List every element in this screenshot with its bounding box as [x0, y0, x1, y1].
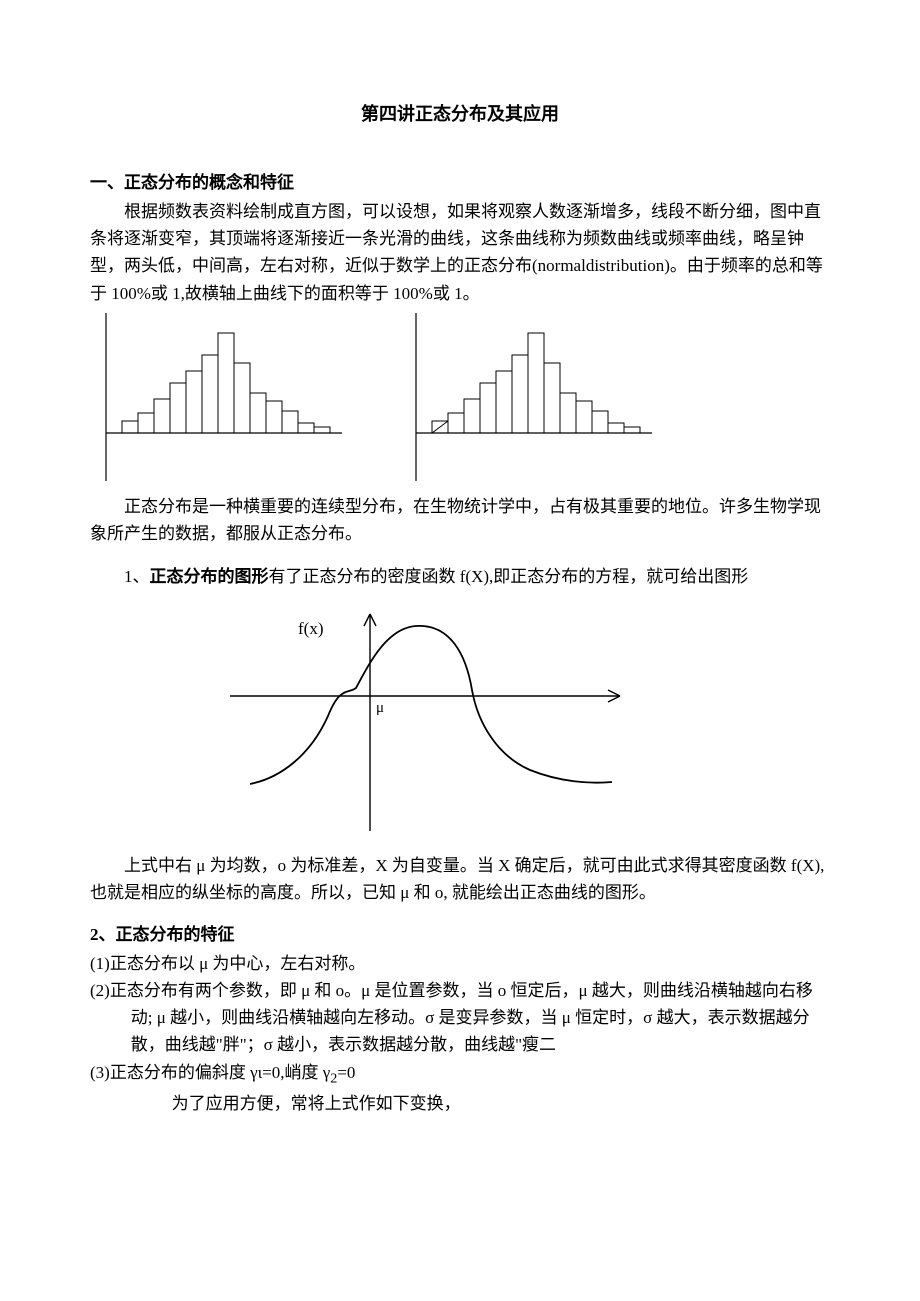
section1-para1: 根据频数表资料绘制成直方图，可以设想，如果将观察人数逐渐增多，线段不断分细，图中… — [90, 198, 830, 307]
histogram-left — [94, 311, 354, 491]
fx-svg: f(x) μ — [210, 606, 650, 836]
svg-text:μ: μ — [376, 700, 384, 716]
fx-figure: f(x) μ — [210, 606, 830, 836]
topic1-num: 1、 — [124, 567, 150, 586]
section1-para2: 正态分布是一种横重要的连续型分布，在生物统计学中，占有极其重要的地位。许多生物学… — [90, 493, 830, 547]
histogram-row — [94, 311, 830, 491]
svg-text:f(x): f(x) — [298, 619, 323, 638]
page-title: 第四讲正态分布及其应用 — [90, 100, 830, 129]
feature-item3: (3)正态分布的偏斜度 γι=0,峭度 γ2=0 为了应用方便，常将上式作如下变… — [90, 1059, 830, 1117]
section1-heading: 一、正态分布的概念和特征 — [90, 169, 830, 196]
section2-heading: 2、正态分布的特征 — [90, 921, 830, 948]
topic1: 1、正态分布的图形有了正态分布的密度函数 f(X),即正态分布的方程，就可给出图… — [90, 563, 830, 590]
feature-item3c: 为了应用方便，常将上式作如下变换， — [131, 1090, 830, 1117]
histogram-right — [404, 311, 664, 491]
section1-para3: 上式中右 μ 为均数，o 为标准差，X 为自变量。当 X 确定后，就可由此式求得… — [90, 852, 830, 906]
feature-item3a: (3)正态分布的偏斜度 γι=0,峭度 γ — [90, 1063, 330, 1082]
feature-item3b: =0 — [337, 1063, 355, 1082]
topic1-rest: 有了正态分布的密度函数 f(X),即正态分布的方程，就可给出图形 — [269, 567, 749, 586]
feature-item1: (1)正态分布以 μ 为中心，左右对称。 — [90, 950, 830, 977]
feature-item2: (2)正态分布有两个参数，即 μ 和 o。μ 是位置参数，当 o 恒定后，μ 越… — [90, 977, 830, 1059]
topic1-bold: 正态分布的图形 — [150, 567, 269, 586]
